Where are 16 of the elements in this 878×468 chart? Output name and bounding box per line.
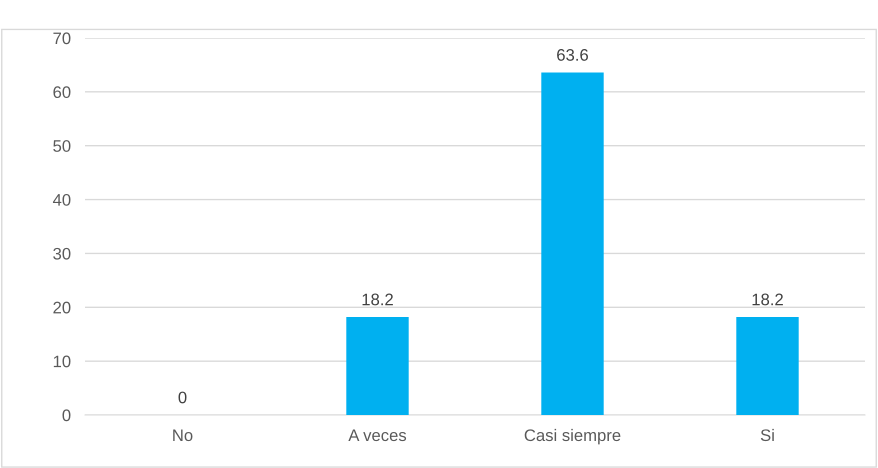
y-tick-label: 70 (53, 32, 70, 44)
y-tick-label: 50 (53, 140, 70, 152)
x-tick-label: A veces (348, 430, 406, 442)
data-label: 63.6 (557, 49, 588, 61)
y-tick-label: 0 (62, 409, 70, 422)
x-tick-label: Casi siempre (524, 428, 620, 444)
y-tick-label: 20 (53, 302, 70, 314)
y-tick-label: 30 (53, 248, 70, 260)
y-tick-label: 10 (54, 356, 70, 368)
data-label: 0 (178, 392, 186, 404)
x-tick-label: Si (760, 428, 774, 442)
data-label: 18.2 (752, 294, 783, 306)
data-label: 18.2 (362, 294, 393, 306)
y-tick-label: 60 (53, 86, 70, 98)
y-tick-label: 40 (52, 194, 70, 206)
x-tick-label: No (173, 430, 192, 442)
